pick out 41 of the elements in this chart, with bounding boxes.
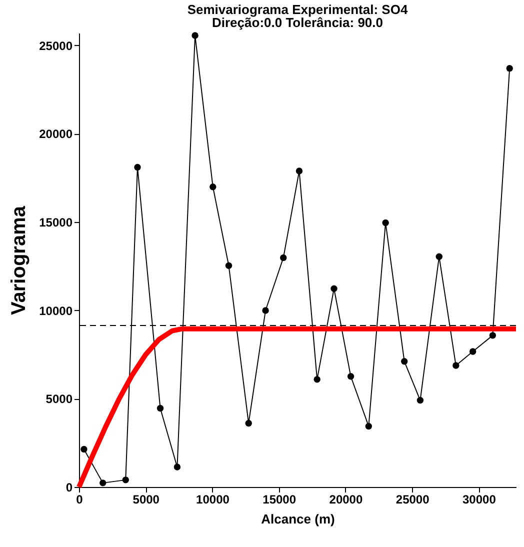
y-axis-title: Variograma	[8, 205, 30, 315]
point	[330, 285, 338, 292]
point	[210, 184, 216, 190]
point	[225, 262, 232, 269]
point	[506, 64, 513, 72]
point	[134, 164, 141, 171]
point	[174, 464, 181, 470]
x-tick-label: 5000	[132, 492, 160, 506]
x-tick-label: 10000	[196, 492, 230, 506]
point	[280, 254, 287, 262]
point	[122, 476, 129, 484]
point	[401, 358, 408, 365]
y-tick-label: 20000	[39, 127, 73, 142]
y-tick-label: 10000	[39, 304, 73, 318]
point	[382, 219, 389, 226]
y-tick-label: 15000	[39, 216, 73, 230]
point	[192, 32, 198, 39]
point	[314, 376, 320, 383]
point	[489, 332, 496, 339]
point	[156, 404, 164, 412]
point	[452, 362, 460, 369]
point	[469, 348, 476, 355]
y-tick-label: 25000	[39, 38, 73, 53]
point	[296, 168, 303, 174]
point	[365, 422, 372, 430]
point	[99, 480, 106, 486]
point	[262, 307, 269, 314]
y-tick-label: 5000	[46, 392, 73, 406]
point	[347, 373, 354, 380]
x-tick-label: 15000	[262, 492, 296, 506]
point	[245, 420, 252, 427]
point	[416, 396, 424, 404]
x-tick-label: 30000	[462, 492, 496, 506]
point	[436, 253, 442, 260]
x-tick-label: 25000	[396, 492, 430, 506]
x-tick-label: 20000	[329, 492, 363, 506]
x-axis-title: Alcance (m)	[261, 512, 335, 526]
x-tick-label: 0	[76, 492, 84, 506]
point	[80, 446, 88, 453]
chart-title: Semivariograma Experimental: SO4	[187, 2, 408, 18]
y-tick-label: 0	[66, 480, 73, 494]
